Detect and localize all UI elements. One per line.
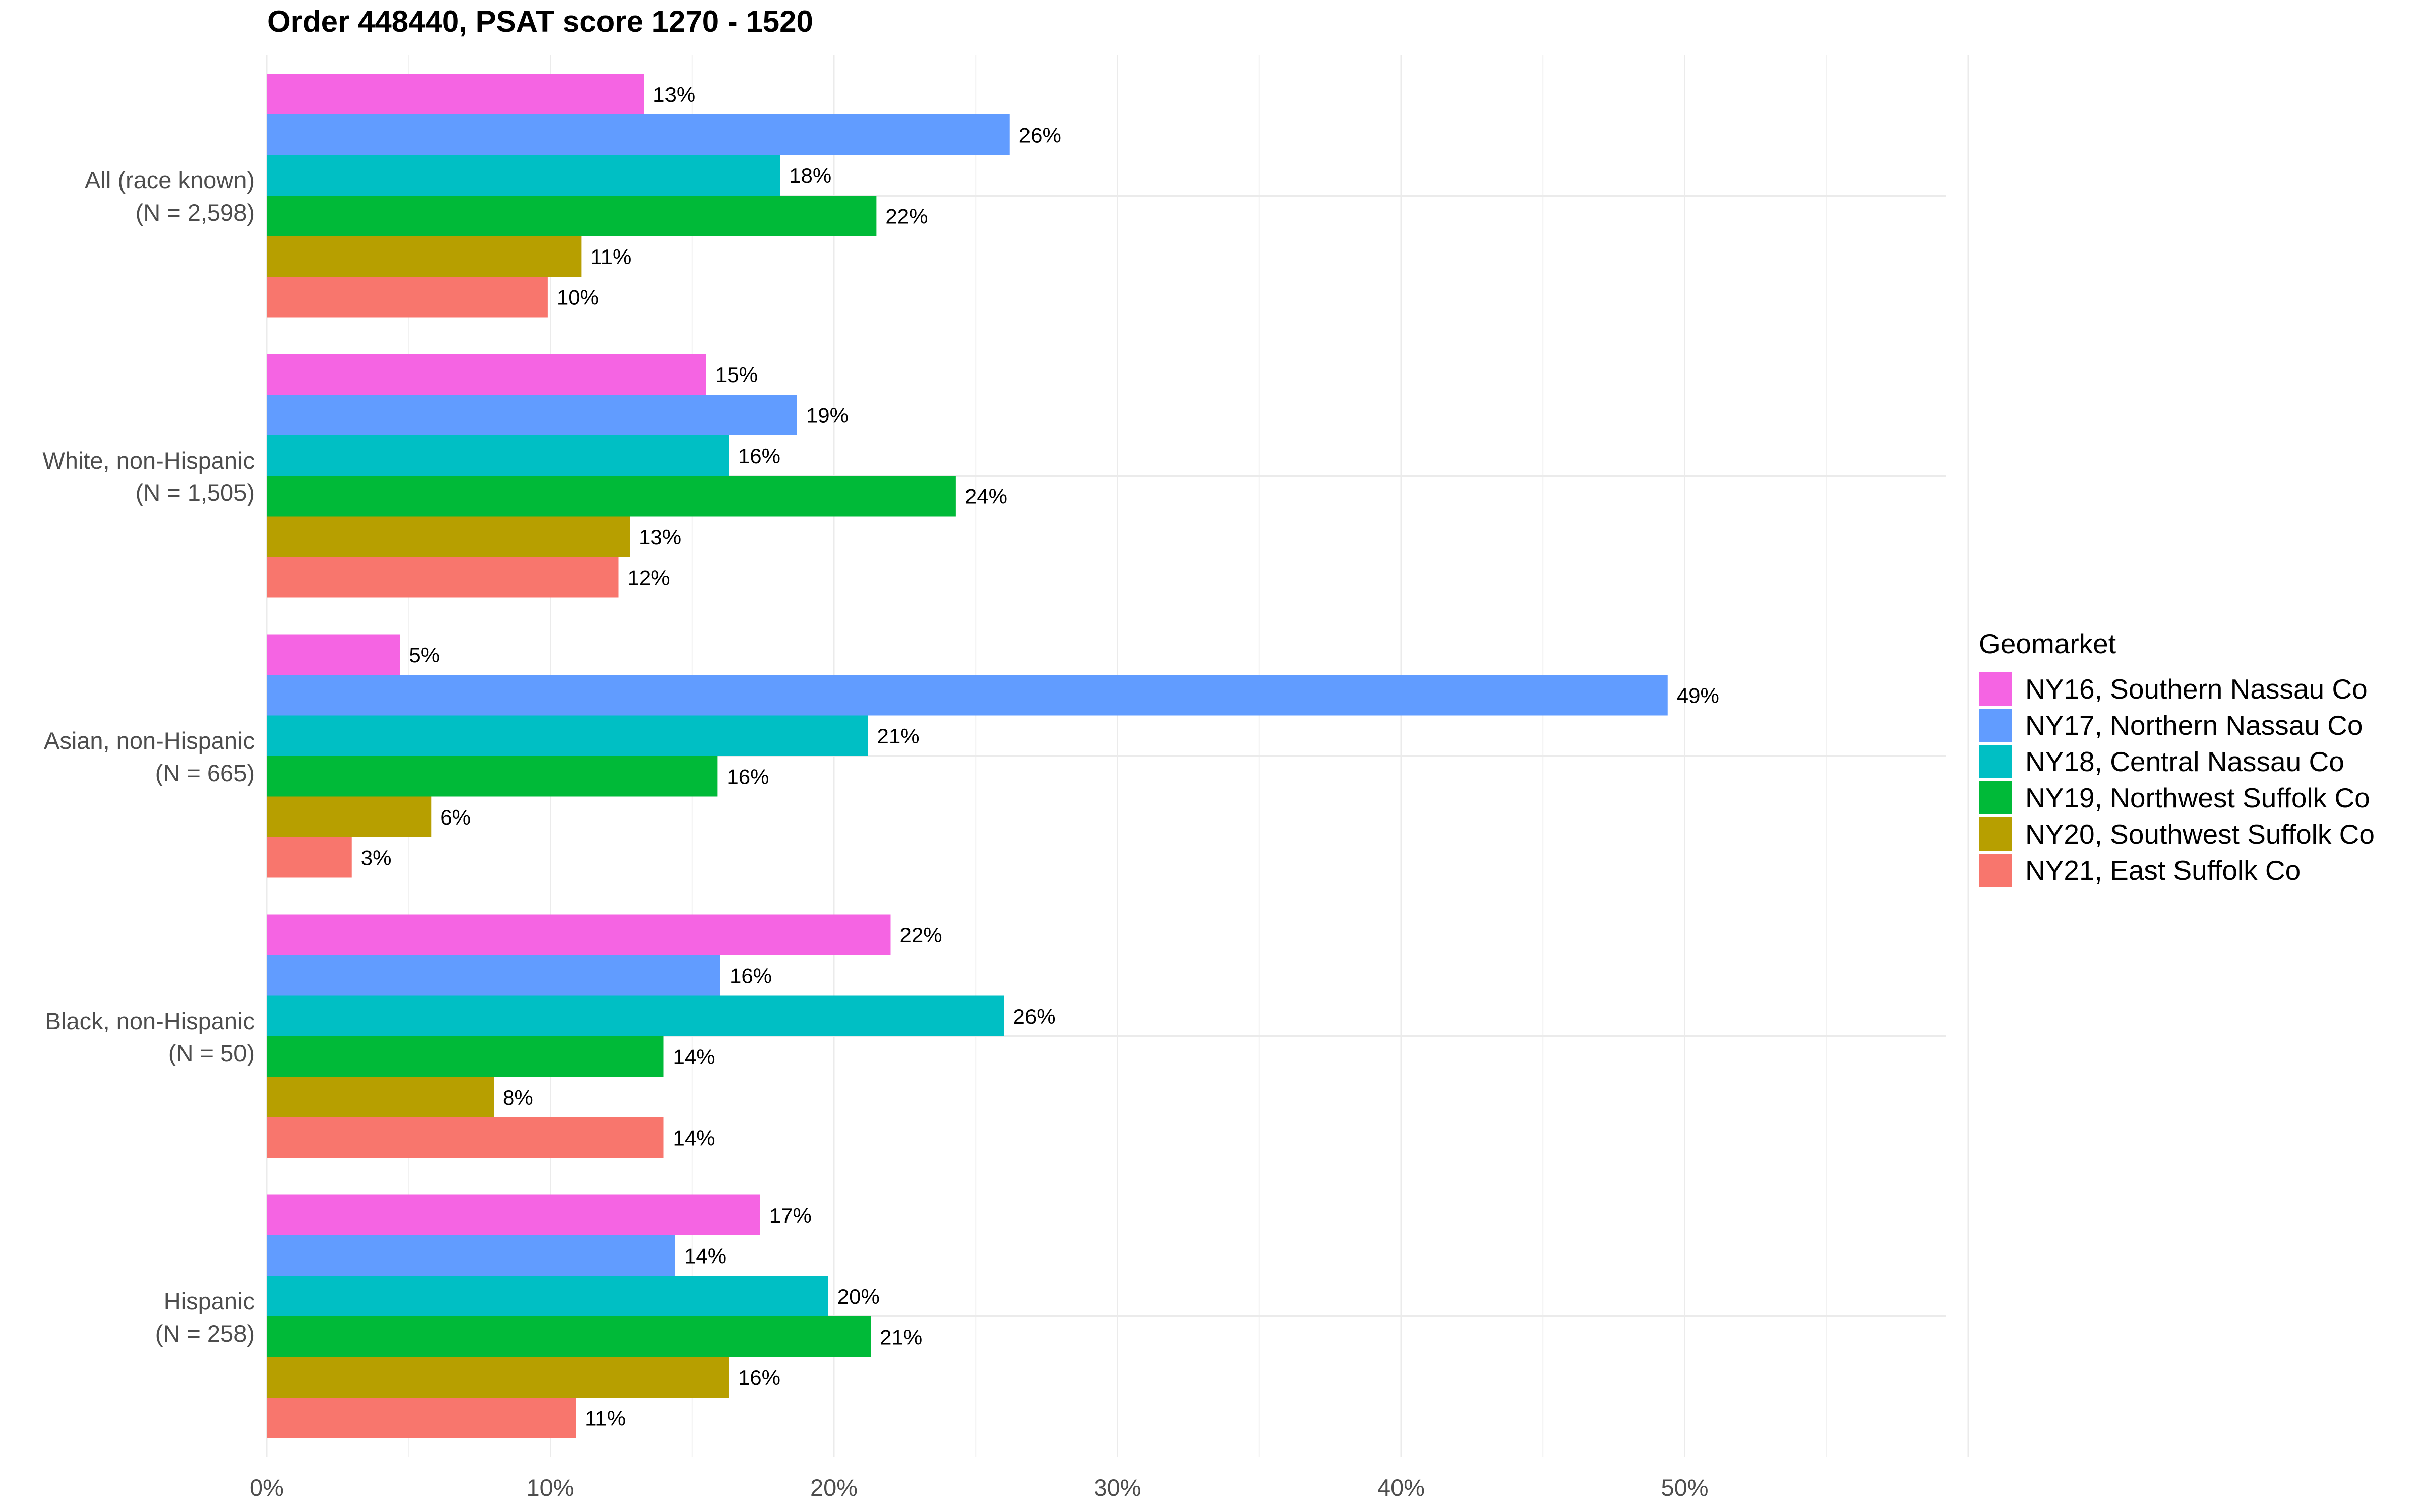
data-label: 10% <box>557 285 599 309</box>
x-tick-label: 10% <box>526 1474 574 1501</box>
bar <box>267 1036 664 1077</box>
category-label: All (race known) <box>85 167 255 194</box>
legend: Geomarket NY16, Southern Nassau Co NY17, … <box>1979 627 2375 889</box>
category-label: Asian, non-Hispanic <box>44 727 255 754</box>
data-label: 49% <box>1677 683 1719 707</box>
data-label: 3% <box>361 846 392 869</box>
data-label: 13% <box>653 83 695 106</box>
legend-swatch <box>1979 817 2012 851</box>
bar <box>267 1235 675 1276</box>
data-label: 8% <box>503 1086 533 1109</box>
bar <box>267 1117 664 1158</box>
data-label: 5% <box>409 643 440 667</box>
legend-item: NY17, Northern Nassau Co <box>1979 707 2375 743</box>
category-label: White, non-Hispanic <box>42 447 255 474</box>
bar <box>267 756 718 797</box>
category-label: (N = 1,505) <box>136 479 255 506</box>
data-label: 22% <box>900 923 942 947</box>
data-label: 14% <box>684 1244 727 1268</box>
bar <box>267 476 956 517</box>
data-label: 24% <box>965 484 1007 508</box>
bar <box>267 955 720 996</box>
bar <box>267 236 582 277</box>
category-label: (N = 665) <box>155 760 255 786</box>
data-label: 18% <box>789 164 831 187</box>
bar <box>267 1194 760 1235</box>
data-label: 16% <box>738 1366 780 1390</box>
x-tick-label: 20% <box>810 1474 858 1501</box>
category-label: Hispanic <box>164 1288 255 1314</box>
x-tick-label: 50% <box>1661 1474 1708 1501</box>
legend-swatch <box>1979 672 2012 706</box>
legend-swatch <box>1979 854 2012 887</box>
x-tick-label: 30% <box>1094 1474 1141 1501</box>
bar <box>267 995 1004 1036</box>
data-label: 15% <box>715 363 758 387</box>
bar <box>267 914 891 955</box>
legend-label: NY21, East Suffolk Co <box>2025 855 2301 886</box>
bar <box>267 196 877 236</box>
legend-swatch <box>1979 781 2012 814</box>
data-label: 16% <box>727 765 769 788</box>
bar <box>267 74 644 114</box>
data-label: 21% <box>877 724 920 748</box>
legend-label: NY17, Northern Nassau Co <box>2025 710 2363 741</box>
data-label: 13% <box>639 525 681 549</box>
legend-swatch <box>1979 709 2012 742</box>
legend-item: NY16, Southern Nassau Co <box>1979 671 2375 707</box>
bar <box>267 796 432 837</box>
bar <box>267 435 729 476</box>
category-label: (N = 2,598) <box>136 199 255 226</box>
legend-item: NY21, East Suffolk Co <box>1979 852 2375 889</box>
data-label: 20% <box>837 1285 880 1308</box>
legend-item: NY18, Central Nassau Co <box>1979 743 2375 780</box>
bar <box>267 1077 494 1117</box>
data-label: 26% <box>1019 123 1061 147</box>
bar <box>267 395 797 435</box>
data-label: 6% <box>440 805 471 829</box>
bar <box>267 155 780 196</box>
legend-label: NY19, Northwest Suffolk Co <box>2025 782 2370 813</box>
bar <box>267 557 619 598</box>
category-label: Black, non-Hispanic <box>45 1007 255 1034</box>
data-label: 26% <box>1013 1004 1056 1028</box>
bar <box>267 1357 729 1398</box>
bar <box>267 837 352 878</box>
data-label: 21% <box>880 1325 922 1349</box>
legend-label: NY20, Southwest Suffolk Co <box>2025 818 2375 850</box>
chart-title: Order 448440, PSAT score 1270 - 1520 <box>267 5 813 38</box>
data-label: 14% <box>673 1045 715 1068</box>
legend-title: Geomarket <box>1979 628 2116 659</box>
bar <box>267 516 630 557</box>
bar <box>267 114 1010 155</box>
legend-label: NY18, Central Nassau Co <box>2025 746 2344 777</box>
data-label: 16% <box>730 964 772 987</box>
bar <box>267 1316 871 1357</box>
data-label: 11% <box>590 245 631 269</box>
bar <box>267 354 706 395</box>
legend-label: NY16, Southern Nassau Co <box>2025 673 2368 705</box>
x-tick-label: 40% <box>1377 1474 1425 1501</box>
x-tick-label: 0% <box>250 1474 284 1501</box>
bar <box>267 634 400 675</box>
data-label: 19% <box>806 403 849 427</box>
legend-item: NY20, Southwest Suffolk Co <box>1979 816 2375 852</box>
bar <box>267 715 868 756</box>
data-label: 22% <box>885 204 928 228</box>
bar <box>267 277 548 318</box>
data-label: 16% <box>738 444 780 468</box>
data-label: 17% <box>769 1204 812 1227</box>
category-label: (N = 258) <box>155 1320 255 1347</box>
category-label: (N = 50) <box>168 1040 255 1066</box>
data-label: 11% <box>585 1406 626 1430</box>
bar <box>267 1398 576 1438</box>
data-label: 14% <box>673 1126 715 1150</box>
data-label: 12% <box>628 565 670 589</box>
legend-item: NY19, Northwest Suffolk Co <box>1979 780 2375 816</box>
bar <box>267 1276 828 1316</box>
bar <box>267 675 1668 716</box>
legend-swatch <box>1979 745 2012 778</box>
legend-items: NY16, Southern Nassau Co NY17, Northern N… <box>1979 671 2375 889</box>
